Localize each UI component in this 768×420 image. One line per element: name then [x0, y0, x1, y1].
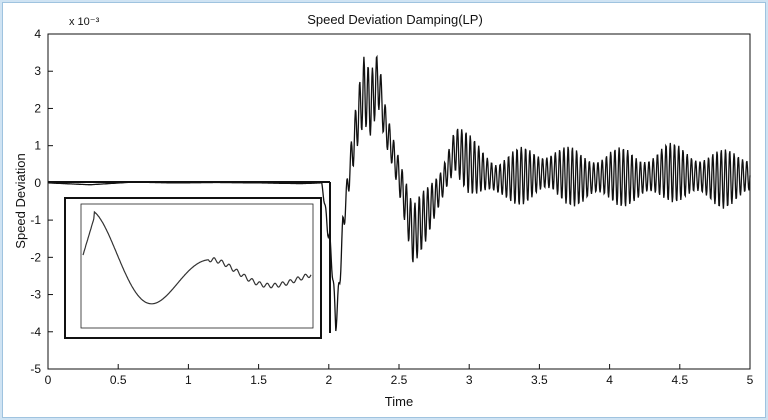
- y-axis-label: Speed Deviation: [13, 153, 28, 248]
- x-tick-label: 0.5: [110, 373, 127, 387]
- x-tick-label: 0: [45, 373, 52, 387]
- y-tick-label: 2: [34, 101, 41, 115]
- inset-plot: [64, 197, 322, 339]
- y-tick-label: -1: [30, 213, 41, 227]
- x-tick-label: 5: [747, 373, 754, 387]
- y-tick-label: -4: [30, 325, 41, 339]
- y-tick-label: 3: [34, 64, 41, 78]
- y-tick-label: 0: [34, 176, 41, 190]
- x-tick-label: 3: [466, 373, 473, 387]
- x-tick-label: 4: [606, 373, 613, 387]
- y-tick-label: 4: [34, 27, 41, 41]
- x-tick-label: 4.5: [671, 373, 688, 387]
- chart-svg: 0 0.5 1 1.5 2 2.5 3 3.5 4 4.5 5 -5 -4 -3 -2 -1 0 1 2 3 4 Spe…: [13, 12, 754, 409]
- y-tick-label: 1: [34, 139, 41, 153]
- y-tick-label: -2: [30, 250, 41, 264]
- chart-title: Speed Deviation Damping(LP): [307, 12, 483, 27]
- inset-inner-frame: [80, 203, 314, 329]
- x-axis-label: Time: [385, 394, 413, 409]
- x-tick-label: 1.5: [250, 373, 267, 387]
- y-tick-label: -5: [30, 362, 41, 376]
- y-tick-label: -3: [30, 288, 41, 302]
- x-tick-label: 3.5: [531, 373, 548, 387]
- inset-series-line: [82, 210, 312, 305]
- axis-ticks: [47, 33, 751, 370]
- x-tick-label: 1: [185, 373, 192, 387]
- x-tick-label: 2.5: [391, 373, 408, 387]
- y-exponent-label: x 10⁻³: [69, 16, 100, 28]
- x-tick-label: 2: [325, 373, 332, 387]
- axis-tick-labels: 0 0.5 1 1.5 2 2.5 3 3.5 4 4.5 5 -5 -4 -3 -2 -1 0 1 2 3 4: [30, 27, 753, 387]
